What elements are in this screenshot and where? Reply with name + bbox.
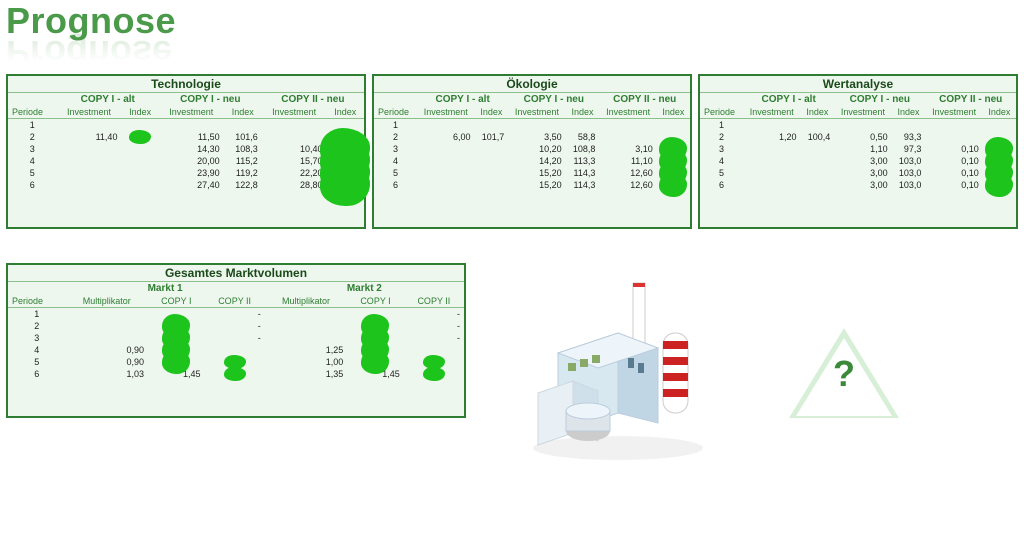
data-row: 615,20114,312,60 — [374, 179, 690, 191]
data-row: 3-- — [8, 332, 464, 344]
group-label: COPY I - alt — [57, 93, 159, 107]
data-row: 31,1097,30,10 — [700, 143, 1016, 155]
data-row: 523,90119,222,20 — [8, 167, 364, 179]
group-label: COPY I - alt — [743, 93, 834, 107]
col-index: Index — [801, 106, 835, 119]
data-row: 1 — [374, 119, 690, 132]
data-row: 21,20100,40,5093,3 — [700, 131, 1016, 143]
data-row: 43,00103,00,10 — [700, 155, 1016, 167]
market-label: Markt 1 — [66, 282, 265, 296]
data-row: 314,30108,310,40 — [8, 143, 364, 155]
section-technologie: TechnologieCOPY I - altCOPY I - neuCOPY … — [6, 74, 366, 229]
section-title: Technologie — [8, 76, 364, 93]
col-c2: COPY II — [205, 295, 265, 308]
col-index: Index — [121, 106, 158, 119]
section-ökologie: ÖkologieCOPY I - altCOPY I - neuCOPY II … — [372, 74, 692, 229]
section-title: Gesamtes Marktvolumen — [8, 265, 464, 282]
market-label: Markt 2 — [265, 282, 464, 296]
col-c2: COPY II — [404, 295, 464, 308]
col-c1: COPY I — [148, 295, 205, 308]
col-index: Index — [327, 106, 364, 119]
group-label: COPY II - neu — [599, 93, 690, 107]
col-invest: Investment — [417, 106, 474, 119]
col-index: Index — [224, 106, 262, 119]
second-row: Gesamtes MarktvolumenMarkt 1Markt 2 Perio… — [0, 261, 1024, 465]
warning-triangle: ? — [784, 313, 904, 433]
col-index: Index — [657, 106, 690, 119]
data-row: 26,00101,73,5058,8 — [374, 131, 690, 143]
data-row: 1 — [700, 119, 1016, 132]
data-row: 627,40122,828,80 — [8, 179, 364, 191]
col-mult: Multiplikator — [265, 295, 348, 308]
col-period: Periode — [8, 106, 57, 119]
col-index: Index — [566, 106, 600, 119]
col-period: Periode — [700, 106, 743, 119]
data-row: 414,20113,311,10 — [374, 155, 690, 167]
col-invest: Investment — [262, 106, 327, 119]
group-label: COPY II - neu — [925, 93, 1016, 107]
col-invest: Investment — [743, 106, 800, 119]
col-period: Periode — [374, 106, 417, 119]
section-title: Wertanalyse — [700, 76, 1016, 93]
col-index: Index — [983, 106, 1016, 119]
data-row: 420,00115,215,70 — [8, 155, 364, 167]
col-invest: Investment — [834, 106, 891, 119]
col-index: Index — [475, 106, 509, 119]
bottom-table-slot: Gesamtes MarktvolumenMarkt 1Markt 2 Perio… — [6, 263, 466, 418]
group-label: COPY I - alt — [417, 93, 508, 107]
data-row: 53,00103,00,10 — [700, 167, 1016, 179]
group-label: COPY I - neu — [508, 93, 599, 107]
data-row: 2-- — [8, 320, 464, 332]
data-row: 1 — [8, 119, 364, 132]
section-wertanalyse: WertanalyseCOPY I - altCOPY I - neuCOPY … — [698, 74, 1018, 229]
data-row: 61,031,451,351,45 — [8, 368, 464, 380]
col-invest: Investment — [508, 106, 565, 119]
data-row: 1-- — [8, 308, 464, 321]
col-invest: Investment — [925, 106, 982, 119]
market-volume-table: Gesamtes MarktvolumenMarkt 1Markt 2 Perio… — [6, 263, 466, 418]
group-label: COPY I - neu — [159, 93, 262, 107]
group-label: COPY I - neu — [834, 93, 925, 107]
factory-illustration — [518, 263, 718, 463]
col-invest: Investment — [57, 106, 122, 119]
data-row: 211,4011,50101,6 — [8, 131, 364, 143]
data-row: 63,00103,00,10 — [700, 179, 1016, 191]
top-tables-row: TechnologieCOPY I - altCOPY I - neuCOPY … — [0, 72, 1024, 231]
data-row: 515,20114,312,60 — [374, 167, 690, 179]
question-mark-icon: ? — [833, 353, 855, 395]
col-mult: Multiplikator — [66, 295, 149, 308]
section-title: Ökologie — [374, 76, 690, 93]
col-invest: Investment — [159, 106, 224, 119]
data-row: 310,20108,83,10 — [374, 143, 690, 155]
col-index: Index — [892, 106, 926, 119]
col-invest: Investment — [599, 106, 656, 119]
col-period: Periode — [8, 295, 66, 308]
col-c1: COPY I — [347, 295, 404, 308]
page-title-reflection: Prognose — [0, 32, 1024, 74]
group-label: COPY II - neu — [262, 93, 364, 107]
